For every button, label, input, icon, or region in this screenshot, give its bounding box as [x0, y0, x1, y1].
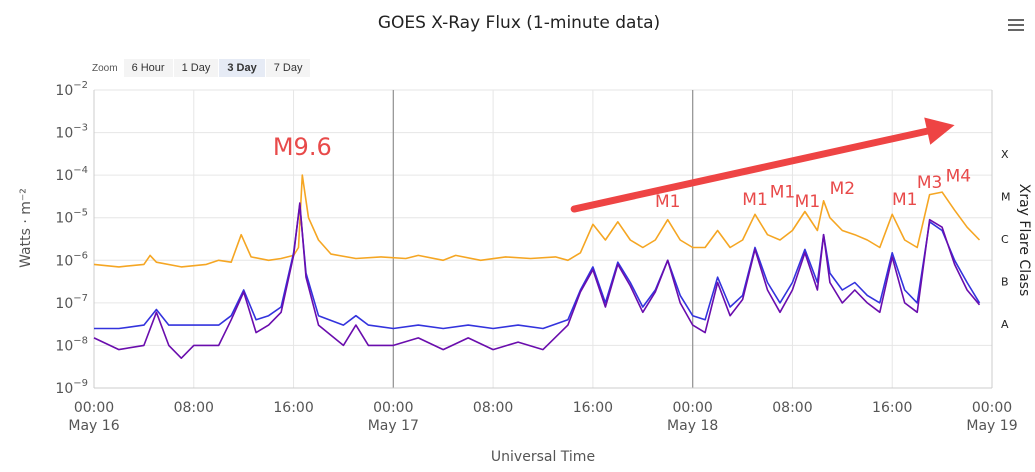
zoom-6-hour-button[interactable]: 6 Hour: [123, 59, 173, 77]
y-tick-label: 10−3: [55, 123, 88, 142]
x-date-label: May 18: [667, 418, 718, 434]
flare-annotation: M1: [655, 192, 680, 212]
flare-annotation: M9.6: [273, 133, 332, 161]
x-tick-label: 00:00: [74, 400, 114, 416]
y-tick-label: 10−4: [55, 165, 88, 184]
flux-series-line: [93, 202, 981, 359]
flare-class-label: A: [1001, 318, 1009, 331]
y-axis-title: Watts · m⁻²: [18, 188, 34, 268]
zoom-7-day-button[interactable]: 7 Day: [265, 59, 311, 77]
x-date-label: May 17: [368, 418, 419, 434]
zoom-label: Zoom: [92, 62, 118, 74]
x-tick-label: 08:00: [772, 400, 812, 416]
flare-class-label: B: [1001, 276, 1009, 289]
flux-series-line: [93, 174, 981, 268]
flare-class-label: X: [1001, 148, 1009, 161]
x-tick-label: 16:00: [573, 400, 613, 416]
flare-annotation: M2: [830, 179, 855, 199]
flux-series-line: [94, 204, 981, 330]
y-tick-label: 10−2: [55, 80, 88, 99]
y-tick-label: 10−6: [55, 250, 88, 269]
y2-axis-title: Xray Flare Class: [1016, 184, 1032, 297]
zoom-bar: Zoom 6 Hour 1 Day 3 Day 7 Day: [92, 57, 311, 79]
x-tick-label: 08:00: [473, 400, 513, 416]
flare-class-label: M: [1001, 190, 1011, 203]
hamburger-menu-icon[interactable]: [1008, 17, 1024, 31]
x-tick-label: 16:00: [872, 400, 912, 416]
flare-annotation: M1: [892, 190, 917, 210]
trend-arrow-shaft: [570, 127, 931, 213]
flare-class-label: C: [1001, 233, 1009, 246]
x-date-label: May 16: [68, 418, 119, 434]
flare-annotation: M4: [946, 167, 971, 187]
flare-annotation: M1: [742, 190, 767, 210]
x-tick-label: 08:00: [174, 400, 214, 416]
y-tick-label: 10−7: [55, 293, 88, 312]
flare-annotation: M1: [770, 182, 795, 202]
x-axis-title: Universal Time: [491, 449, 595, 465]
y-tick-label: 10−9: [55, 378, 88, 397]
chart-title: GOES X-Ray Flux (1-minute data): [378, 13, 660, 33]
flare-annotation: M3: [917, 173, 942, 193]
flare-annotation: M1: [795, 192, 820, 212]
x-tick-label: 00:00: [672, 400, 712, 416]
plot-area: [94, 90, 992, 388]
x-tick-label: 00:00: [373, 400, 413, 416]
zoom-3-day-button[interactable]: 3 Day: [219, 59, 265, 77]
trend-arrow-head: [924, 117, 955, 145]
y-tick-label: 10−8: [55, 335, 88, 354]
y-tick-label: 10−5: [55, 208, 88, 227]
x-tick-label: 16:00: [273, 400, 313, 416]
x-tick-label: 00:00: [972, 400, 1012, 416]
x-date-label: May 19: [966, 418, 1017, 434]
zoom-1-day-button[interactable]: 1 Day: [173, 59, 219, 77]
